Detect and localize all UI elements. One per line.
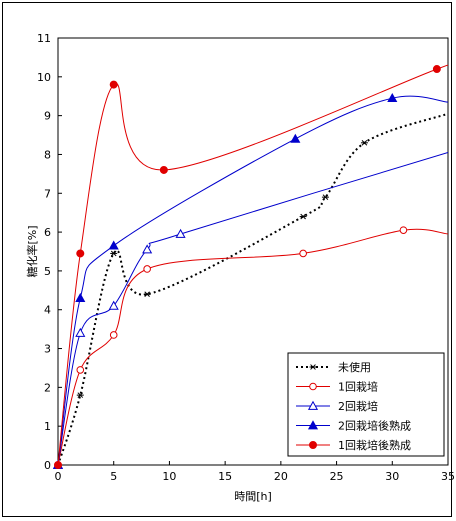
series-line bbox=[58, 112, 448, 465]
y-tick-label: 5 bbox=[44, 265, 51, 278]
x-tick-label: 10 bbox=[162, 470, 176, 483]
data-point bbox=[175, 228, 186, 238]
y-tick-label: 11 bbox=[37, 32, 51, 45]
y-tick-label: 3 bbox=[44, 343, 51, 356]
data-point bbox=[299, 249, 307, 258]
legend-item: 未使用 bbox=[296, 361, 371, 374]
y-tick-label: 0 bbox=[44, 459, 51, 472]
x-axis-label: 時間[h] bbox=[234, 490, 272, 503]
data-point bbox=[108, 300, 119, 310]
y-tick-label: 2 bbox=[44, 381, 51, 394]
data-point bbox=[76, 392, 84, 398]
data-point bbox=[75, 327, 86, 337]
data-point bbox=[299, 213, 307, 220]
plot-area bbox=[57, 37, 449, 466]
legend-item: 1回栽培 bbox=[296, 380, 378, 394]
data-point bbox=[142, 244, 153, 254]
data-point bbox=[143, 291, 151, 298]
legend: 未使用 1回栽培 2回栽培 2回栽培後熟成 1回栽培後熟成 bbox=[287, 352, 445, 457]
data-point bbox=[54, 461, 62, 469]
series-5 bbox=[54, 64, 448, 469]
legend-label: 未使用 bbox=[338, 361, 371, 374]
data-point bbox=[399, 226, 408, 234]
series-line bbox=[58, 64, 448, 465]
x-tick-label: 15 bbox=[218, 470, 232, 483]
data-point bbox=[76, 366, 85, 374]
legend-marker bbox=[307, 420, 319, 430]
x-tick-label: 20 bbox=[274, 470, 288, 483]
y-tick-label: 7 bbox=[44, 187, 51, 200]
tick-labels: 0 5 10 15 20 25 30 35 0 1 2 3 4 5 6 7 8 9 10 11 bbox=[37, 32, 455, 483]
series-line bbox=[58, 152, 448, 465]
x-tick-label: 25 bbox=[330, 470, 344, 483]
legend-item: 2回栽培後熟成 bbox=[296, 419, 411, 433]
legend-item: 2回栽培 bbox=[296, 399, 378, 413]
data-point bbox=[360, 140, 368, 146]
data-point bbox=[432, 65, 441, 74]
y-tick-label: 6 bbox=[44, 226, 51, 239]
legend-label: 2回栽培 bbox=[338, 399, 378, 413]
data-point bbox=[109, 331, 118, 339]
legend-label: 1回栽培後熟成 bbox=[338, 438, 411, 452]
y-tick-label: 1 bbox=[44, 420, 51, 433]
y-tick-label: 10 bbox=[37, 71, 51, 84]
x-tick-label: 30 bbox=[385, 470, 399, 483]
data-point bbox=[110, 250, 118, 257]
x-tick-label: 35 bbox=[441, 470, 455, 483]
x-tick-label: 0 bbox=[55, 470, 62, 483]
data-point bbox=[143, 265, 151, 273]
data-point bbox=[159, 165, 168, 174]
legend-label: 2回栽培後熟成 bbox=[338, 419, 411, 433]
data-point bbox=[321, 194, 329, 200]
legend-label: 1回栽培 bbox=[338, 380, 378, 394]
data-point bbox=[75, 292, 86, 302]
y-tick-label: 4 bbox=[44, 304, 51, 317]
y-tick-label: 9 bbox=[44, 110, 51, 123]
y-axis-label: 糖化率[%] bbox=[25, 225, 39, 277]
data-point bbox=[108, 240, 119, 250]
legend-marker bbox=[307, 400, 319, 410]
x-tick-label: 5 bbox=[110, 470, 117, 483]
data-point bbox=[109, 80, 118, 89]
series-layer bbox=[52, 64, 448, 469]
data-point bbox=[290, 133, 301, 143]
data-point bbox=[387, 92, 398, 103]
legend-marker bbox=[309, 364, 317, 370]
legend-marker bbox=[309, 382, 317, 391]
data-point bbox=[76, 249, 85, 258]
legend-item: 1回栽培後熟成 bbox=[296, 438, 411, 452]
y-tick-label: 8 bbox=[44, 148, 51, 161]
legend-marker bbox=[309, 441, 317, 449]
series-3 bbox=[52, 152, 448, 469]
